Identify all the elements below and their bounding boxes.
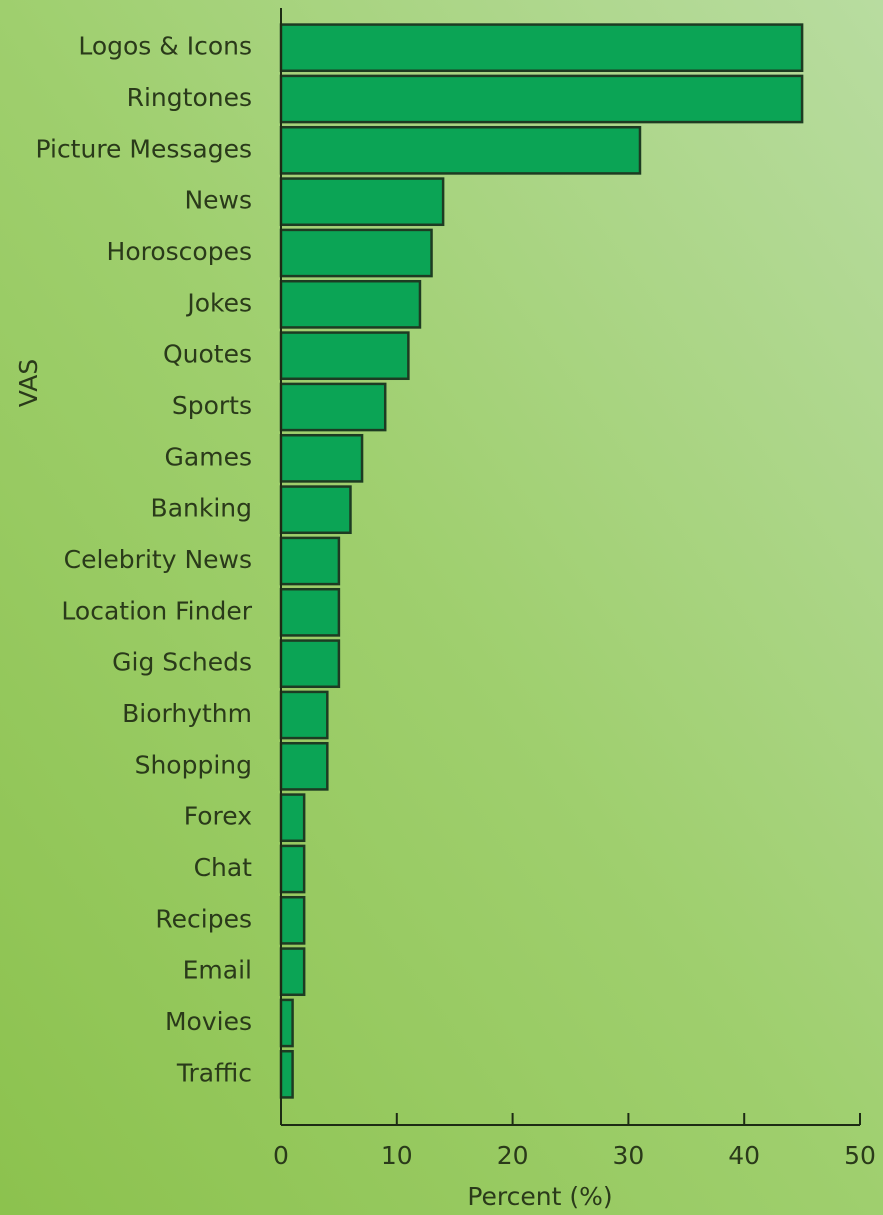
y-tick-label: Sports	[172, 391, 252, 420]
y-tick-label: Movies	[165, 1007, 252, 1036]
y-tick-label: Games	[165, 442, 252, 471]
bar	[279, 536, 341, 586]
bar	[279, 947, 306, 997]
y-tick-label: Ringtones	[127, 83, 252, 112]
y-tick-label: Shopping	[135, 750, 252, 779]
x-tick-label: 30	[612, 1141, 644, 1170]
x-tick-label: 50	[844, 1141, 876, 1170]
bar	[279, 895, 306, 945]
bar	[279, 331, 410, 381]
bar	[279, 125, 642, 175]
bar	[279, 74, 804, 124]
y-tick-label: Logos & Icons	[78, 32, 252, 61]
y-tick-label: News	[184, 186, 252, 215]
y-tick-label: Biorhythm	[122, 699, 252, 728]
bar	[279, 690, 329, 740]
y-tick-label: Quotes	[163, 340, 252, 369]
bar	[279, 998, 294, 1048]
x-tick-label: 20	[497, 1141, 529, 1170]
y-tick-label: Jokes	[185, 288, 252, 317]
bar	[279, 485, 352, 535]
y-tick-label: Celebrity News	[64, 545, 252, 574]
y-tick-label: Chat	[194, 853, 253, 882]
x-tick-label: 0	[273, 1141, 289, 1170]
y-tick-label: Location Finder	[61, 596, 252, 625]
bar	[279, 433, 364, 483]
bar	[279, 177, 445, 227]
bar	[279, 228, 433, 278]
y-tick-label: Picture Messages	[35, 134, 252, 163]
y-tick-label: Banking	[151, 494, 252, 523]
bar	[279, 793, 306, 843]
y-tick-label: Traffic	[176, 1058, 252, 1087]
y-tick-label: Email	[183, 956, 252, 985]
x-tick-label: 40	[728, 1141, 760, 1170]
bar	[279, 587, 341, 637]
bar	[279, 639, 341, 689]
bar	[279, 279, 422, 329]
bar	[279, 23, 804, 73]
x-tick-label: 10	[381, 1141, 413, 1170]
x-axis-label: Percent (%)	[467, 1182, 612, 1211]
y-tick-label: Forex	[184, 802, 252, 831]
bar	[279, 741, 329, 791]
bar	[279, 844, 306, 894]
bar	[279, 382, 387, 432]
y-axis-label: VAS	[14, 359, 43, 407]
y-tick-label: Recipes	[155, 904, 252, 933]
y-tick-label: Gig Scheds	[112, 648, 252, 677]
bar	[279, 1049, 294, 1099]
y-tick-label: Horoscopes	[107, 237, 252, 266]
